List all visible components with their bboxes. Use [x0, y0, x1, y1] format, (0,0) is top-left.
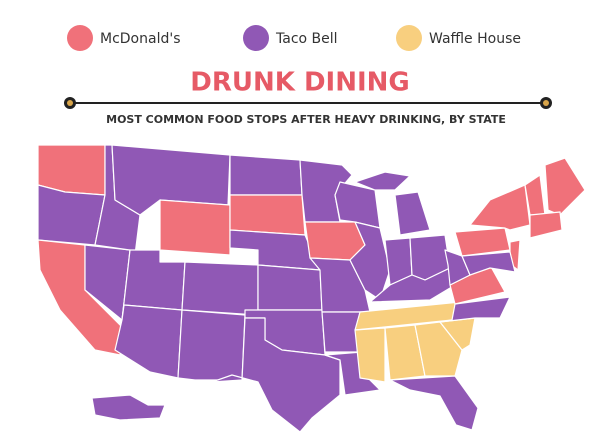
- state: [354, 171, 411, 191]
- state: [349, 221, 391, 301]
- state: [369, 267, 456, 303]
- state: [461, 251, 516, 276]
- legend: McDonald's Taco Bell Waffle House: [67, 25, 521, 51]
- state: [211, 317, 341, 433]
- state: [159, 199, 231, 256]
- state: [177, 309, 246, 381]
- divider: [64, 97, 552, 109]
- us-map: [37, 144, 586, 433]
- state: [394, 191, 431, 236]
- state: [37, 184, 106, 246]
- state: [389, 375, 479, 431]
- legend-swatch: [67, 25, 93, 51]
- state: [529, 211, 563, 239]
- state: [454, 227, 511, 257]
- legend-swatch: [243, 25, 269, 51]
- state: [354, 327, 386, 383]
- state: [229, 154, 303, 196]
- state: [544, 157, 586, 216]
- title: DRUNK DINING: [190, 68, 409, 98]
- state: [114, 304, 183, 379]
- state: [229, 194, 306, 236]
- legend-swatch: [396, 25, 422, 51]
- state: [91, 394, 166, 421]
- state: [469, 184, 531, 231]
- state: [257, 264, 323, 311]
- state: [444, 249, 471, 286]
- legend-label: McDonald's: [100, 31, 181, 47]
- legend-label: Taco Bell: [275, 31, 338, 47]
- state: [439, 296, 511, 323]
- state: [181, 261, 259, 316]
- legend-label: Waffle House: [429, 31, 521, 47]
- subtitle: MOST COMMON FOOD STOPS AFTER HEAVY DRINK…: [106, 113, 506, 126]
